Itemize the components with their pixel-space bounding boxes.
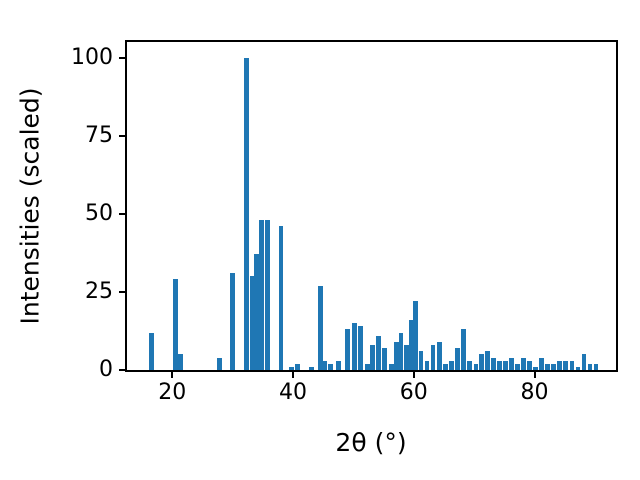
bar <box>322 360 328 370</box>
x-tick-mark <box>292 370 295 378</box>
bar <box>521 357 527 370</box>
y-tick-mark <box>119 134 127 137</box>
bar <box>454 348 460 370</box>
y-tick-label: 100 <box>71 44 113 70</box>
bar <box>503 360 508 370</box>
bar <box>404 345 409 370</box>
bar <box>509 357 514 370</box>
x-tick-label: 20 <box>158 380 187 405</box>
y-tick-label: 25 <box>85 278 113 304</box>
bar <box>230 273 236 370</box>
bar <box>394 341 400 370</box>
bar <box>424 360 430 370</box>
bar <box>448 360 454 370</box>
bar <box>244 57 249 370</box>
bar <box>515 363 520 370</box>
x-tick-label: 60 <box>399 380 428 405</box>
bar <box>418 351 424 370</box>
bar <box>289 366 295 370</box>
y-tick-label: 50 <box>85 200 113 226</box>
bar <box>442 363 448 370</box>
bar <box>352 323 357 370</box>
bar <box>344 329 350 370</box>
x-axis-label: 2θ (°) <box>335 428 406 457</box>
bar <box>497 360 502 370</box>
bar <box>527 360 533 370</box>
x-tick-mark <box>412 370 415 378</box>
y-tick-mark <box>119 212 127 215</box>
bar <box>376 335 382 370</box>
plot-area: 20 40 60 80 0 25 50 75 100 <box>71 40 618 404</box>
bar <box>295 363 301 370</box>
bar <box>389 363 394 370</box>
bar <box>551 363 557 370</box>
bar <box>335 360 341 370</box>
x-tick-mark <box>533 370 536 378</box>
y-tick-label: 0 <box>99 357 113 382</box>
x-tick-label: 80 <box>520 380 549 405</box>
bar <box>259 220 265 370</box>
bar <box>575 366 581 370</box>
bar <box>539 357 545 370</box>
bar <box>254 254 260 370</box>
bar <box>569 360 575 370</box>
bar <box>328 363 333 370</box>
y-tick-mark <box>119 290 127 293</box>
bar <box>473 363 479 370</box>
y-axis-label: Intensities (scaled) <box>16 87 45 324</box>
bar <box>398 332 404 370</box>
bar <box>364 363 370 370</box>
y-tick-label: 75 <box>85 122 113 148</box>
x-tick-mark <box>171 370 174 378</box>
bar <box>430 345 436 370</box>
bar <box>178 354 184 370</box>
bar <box>413 301 418 370</box>
x-tick-label: 40 <box>279 380 308 405</box>
bar <box>317 285 323 370</box>
y-tick-mark <box>119 369 127 371</box>
bar <box>587 363 593 370</box>
bar <box>382 348 388 370</box>
y-tick-mark <box>119 56 127 59</box>
bar <box>533 366 539 370</box>
bar <box>408 320 414 370</box>
bar <box>358 326 364 370</box>
bar <box>563 360 569 370</box>
bar <box>593 363 599 370</box>
bar <box>467 360 473 370</box>
bar <box>216 357 222 370</box>
bar <box>436 341 442 370</box>
bar <box>148 332 154 370</box>
bar <box>478 354 484 370</box>
y-axis-label-text: Intensities (scaled) <box>15 87 45 325</box>
bar <box>461 329 467 370</box>
bar <box>308 366 314 370</box>
bar <box>265 220 271 370</box>
bar <box>278 226 284 370</box>
bar <box>581 354 587 370</box>
bar <box>484 351 490 370</box>
bar <box>491 357 496 370</box>
bar <box>370 345 376 370</box>
bar <box>249 276 255 370</box>
x-axis-label-text: 2θ (°) <box>335 428 407 457</box>
bar <box>557 360 563 370</box>
bar <box>545 363 551 370</box>
bar <box>172 279 178 370</box>
